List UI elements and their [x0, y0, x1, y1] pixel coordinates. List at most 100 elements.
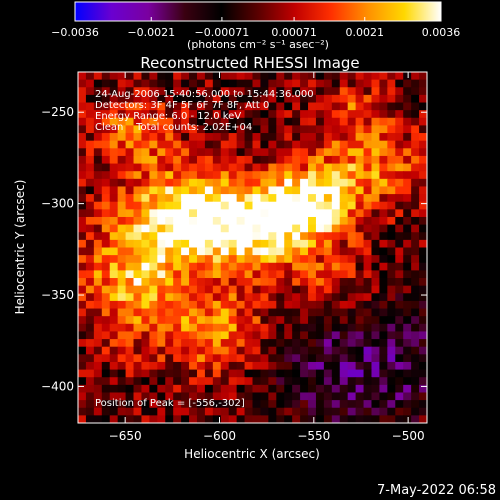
heatmap-cell [323, 308, 333, 317]
heatmap-cell [252, 278, 262, 287]
heatmap-cell [331, 194, 341, 203]
heatmap-cell [228, 94, 238, 104]
heatmap-cell [220, 178, 230, 188]
heatmap-cell [204, 140, 214, 149]
heatmap-cell [308, 79, 317, 88]
heatmap-cell [308, 346, 317, 355]
heatmap-cell [284, 209, 293, 218]
heatmap-cell [196, 361, 206, 371]
heatmap-cell [260, 331, 269, 340]
heatmap-cell [379, 285, 388, 294]
heatmap-cell [101, 377, 111, 386]
heatmap-cell [268, 72, 277, 81]
heatmap-cell [125, 262, 135, 271]
heatmap-cell [268, 339, 277, 348]
heatmap-cell [133, 178, 143, 188]
heatmap-cell [173, 308, 182, 317]
heatmap-cell [260, 110, 269, 119]
heatmap-cell [387, 339, 396, 348]
heatmap-cell [117, 316, 127, 325]
heatmap-cell [149, 239, 158, 249]
heatmap-cell [181, 209, 190, 218]
heatmap-cell [93, 300, 103, 310]
heatmap-cell [189, 262, 198, 271]
heatmap-cell [363, 369, 373, 378]
heatmap-cell [411, 300, 420, 310]
heatmap-cell [355, 377, 365, 386]
heatmap-cell [85, 171, 95, 180]
heatmap-cell [300, 392, 309, 401]
heatmap-cell [220, 148, 230, 157]
heatmap-cell [268, 293, 277, 302]
heatmap-cell [212, 361, 222, 371]
heatmap-cell [228, 224, 238, 233]
heatmap-cell [315, 369, 325, 378]
heatmap-cell [284, 392, 293, 401]
heatmap-cell [78, 140, 87, 149]
heatmap-cell [395, 216, 404, 226]
heatmap-cell [157, 247, 166, 256]
heatmap-cell [157, 392, 166, 401]
heatmap-cell [196, 209, 206, 218]
heatmap-cell [371, 194, 381, 203]
heatmap-cell [173, 148, 182, 157]
heatmap-cell [101, 369, 111, 378]
heatmap-cell [149, 255, 158, 264]
heatmap-cell [276, 400, 285, 409]
heatmap-cell [276, 354, 285, 363]
heatmap-cell [125, 407, 135, 416]
heatmap-cell [236, 133, 246, 142]
heatmap-cell [133, 400, 143, 409]
heatmap-cell [212, 94, 222, 104]
heatmap-cell [252, 163, 262, 172]
heatmap-cell [149, 354, 158, 363]
heatmap-cell [315, 331, 325, 340]
heatmap-cell [379, 384, 388, 394]
heatmap-cell [300, 278, 309, 287]
heatmap-cell [244, 247, 254, 256]
heatmap-cell [379, 94, 388, 104]
heatmap-cell [173, 102, 182, 111]
heatmap-cell [141, 79, 150, 88]
heatmap-cell [78, 102, 87, 111]
heatmap-cell [331, 316, 341, 325]
heatmap-cell [395, 178, 404, 188]
heatmap-cell [117, 239, 127, 249]
heatmap-cell [165, 316, 174, 325]
colorbar-tick-label: 0.00071 [271, 26, 317, 39]
heatmap-cell [308, 94, 317, 104]
heatmap-cell [363, 94, 373, 104]
heatmap-cell [85, 224, 95, 233]
heatmap-cell [379, 209, 388, 218]
heatmap-cell [189, 133, 198, 142]
heatmap-cell [244, 354, 254, 363]
heatmap-cell [220, 201, 230, 210]
heatmap-cell [308, 216, 317, 226]
heatmap-cell [411, 72, 420, 81]
heatmap-cell [196, 339, 206, 348]
heatmap-cell [411, 125, 420, 134]
heatmap-cell [395, 247, 404, 256]
heatmap-cell [411, 209, 420, 218]
heatmap-cell [315, 125, 325, 134]
heatmap-cell [315, 239, 325, 249]
heatmap-cell [141, 285, 150, 294]
heatmap-cell [141, 392, 150, 401]
heatmap-cell [236, 278, 246, 287]
heatmap-cell [363, 201, 373, 210]
heatmap-cell [268, 117, 277, 127]
heatmap-cell [419, 270, 427, 279]
heatmap-cell [371, 339, 381, 348]
heatmap-cell [292, 400, 301, 409]
heatmap-cell [252, 384, 262, 394]
heatmap-cell [220, 384, 230, 394]
heatmap-cell [93, 346, 103, 355]
heatmap-cell [387, 79, 396, 88]
heatmap-cell [339, 316, 349, 325]
footer-date: 7-May-2022 06:58 [377, 483, 496, 498]
heatmap-cell [78, 323, 87, 333]
heatmap-cell [173, 110, 182, 119]
heatmap-cell [387, 209, 396, 218]
heatmap-cell [379, 300, 388, 310]
heatmap-cell [117, 278, 127, 287]
